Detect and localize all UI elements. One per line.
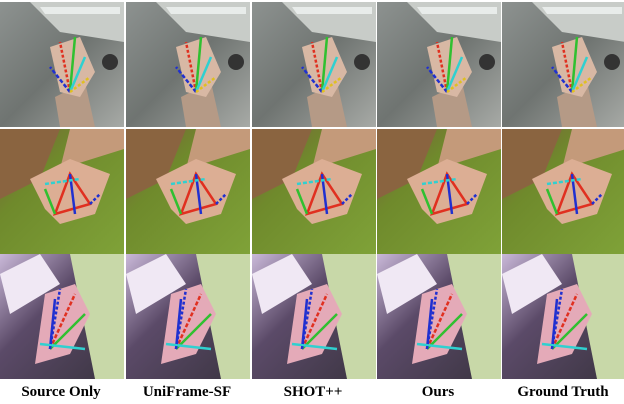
result-image	[126, 254, 250, 379]
result-image	[126, 129, 250, 254]
result-image	[252, 2, 376, 127]
column-label: Ground Truth	[517, 384, 609, 400]
result-image	[377, 254, 501, 379]
result-image	[126, 2, 250, 127]
result-image	[502, 129, 624, 254]
column-label: Source Only	[21, 384, 101, 400]
result-image	[0, 2, 124, 127]
result-image	[252, 254, 376, 379]
figure: Source Only UniFrame-SF SHOT++ Ours Ground T…	[0, 0, 624, 404]
column-label: SHOT++	[284, 384, 343, 400]
result-image	[502, 2, 624, 127]
result-image	[377, 2, 501, 127]
result-image	[252, 129, 376, 254]
result-image	[502, 254, 624, 379]
result-image	[0, 254, 124, 379]
figure-grid: Source Only UniFrame-SF SHOT++ Ours Ground T…	[0, 0, 624, 404]
result-image	[0, 129, 124, 254]
column-label: UniFrame-SF	[143, 384, 231, 400]
column-label: Ours	[422, 384, 455, 400]
result-image	[377, 129, 501, 254]
